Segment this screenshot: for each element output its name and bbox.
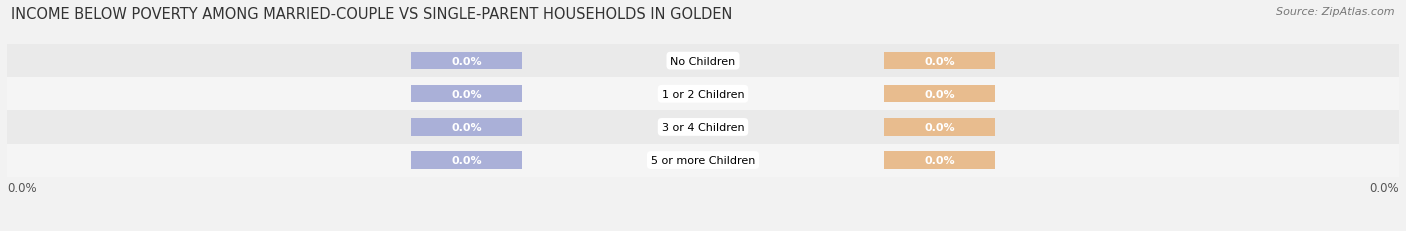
Bar bbox=[0, 78, 1406, 111]
Bar bbox=[0, 45, 1406, 78]
Text: 0.0%: 0.0% bbox=[1369, 181, 1399, 194]
Bar bbox=[411, 86, 522, 103]
Text: No Children: No Children bbox=[671, 56, 735, 66]
Bar bbox=[0, 111, 1406, 144]
Text: 0.0%: 0.0% bbox=[924, 155, 955, 165]
Bar bbox=[884, 152, 995, 169]
Bar bbox=[411, 152, 522, 169]
Bar bbox=[884, 119, 995, 136]
Text: 1 or 2 Children: 1 or 2 Children bbox=[662, 89, 744, 99]
Bar bbox=[0, 144, 1406, 177]
Bar bbox=[411, 53, 522, 70]
Text: 0.0%: 0.0% bbox=[924, 56, 955, 66]
Text: 0.0%: 0.0% bbox=[451, 56, 482, 66]
Text: 0.0%: 0.0% bbox=[7, 181, 37, 194]
Text: 0.0%: 0.0% bbox=[924, 89, 955, 99]
Text: INCOME BELOW POVERTY AMONG MARRIED-COUPLE VS SINGLE-PARENT HOUSEHOLDS IN GOLDEN: INCOME BELOW POVERTY AMONG MARRIED-COUPL… bbox=[11, 7, 733, 22]
Text: 3 or 4 Children: 3 or 4 Children bbox=[662, 122, 744, 132]
Bar bbox=[884, 86, 995, 103]
Text: 0.0%: 0.0% bbox=[924, 122, 955, 132]
Bar bbox=[411, 119, 522, 136]
Text: Source: ZipAtlas.com: Source: ZipAtlas.com bbox=[1277, 7, 1395, 17]
Text: 0.0%: 0.0% bbox=[451, 122, 482, 132]
Text: 0.0%: 0.0% bbox=[451, 155, 482, 165]
Bar bbox=[884, 53, 995, 70]
Text: 5 or more Children: 5 or more Children bbox=[651, 155, 755, 165]
Text: 0.0%: 0.0% bbox=[451, 89, 482, 99]
